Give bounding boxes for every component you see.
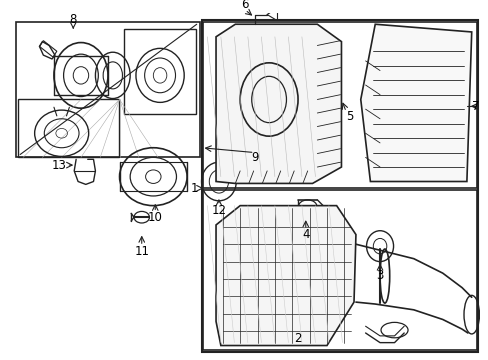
- Bar: [18, 99, 119, 157]
- Text: 10: 10: [147, 211, 163, 224]
- Polygon shape: [216, 206, 355, 346]
- Text: 3: 3: [376, 269, 383, 282]
- Bar: [203, 190, 476, 350]
- Bar: [16, 22, 199, 157]
- Bar: [203, 22, 476, 188]
- Polygon shape: [216, 24, 341, 184]
- Text: 9: 9: [250, 151, 258, 164]
- Text: 4: 4: [302, 228, 309, 241]
- Text: 1: 1: [191, 182, 198, 195]
- Bar: [124, 29, 195, 114]
- Bar: [201, 21, 477, 352]
- Text: 12: 12: [211, 204, 226, 217]
- Text: 7: 7: [471, 100, 478, 113]
- Text: 6: 6: [241, 0, 248, 12]
- Text: 11: 11: [134, 246, 149, 258]
- Text: 5: 5: [346, 111, 353, 123]
- Text: 8: 8: [69, 13, 77, 26]
- Polygon shape: [360, 24, 471, 181]
- Text: 2: 2: [294, 332, 301, 345]
- Text: 13: 13: [51, 159, 66, 172]
